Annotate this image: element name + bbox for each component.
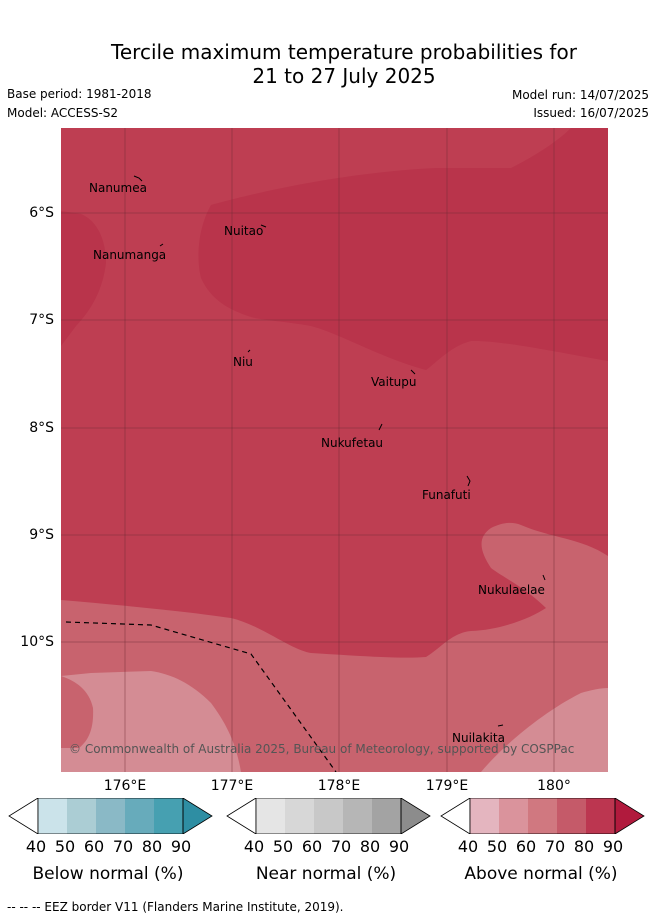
legend-tick: 40 <box>243 837 265 856</box>
legend-tick: 50 <box>54 837 76 856</box>
island-shapes <box>133 175 546 727</box>
map-title: Tercile maximum temperature probabilitie… <box>0 40 655 88</box>
base-period: Base period: 1981-2018 <box>7 87 152 101</box>
lon-label-180: 180° <box>537 778 571 794</box>
legend-tick: 50 <box>272 837 294 856</box>
lon-label-178e: 178°E <box>317 778 361 794</box>
island-shape-funafuti <box>466 475 471 487</box>
lat-label-6s: 6°S <box>29 205 54 221</box>
island-label-nanumea: Nanumea <box>89 181 147 195</box>
island-label-nuilakita: Nuilakita <box>452 731 505 745</box>
legend-tick: 80 <box>359 837 381 856</box>
legend-below-normal <box>8 798 213 834</box>
copyright-notice: © Commonwealth of Australia 2025, Bureau… <box>69 742 575 756</box>
legend-tick: 90 <box>602 837 624 856</box>
legend-tick: 40 <box>457 837 479 856</box>
island-shape-niu <box>247 349 251 353</box>
probability-map <box>61 128 608 772</box>
legend-tick: 70 <box>112 837 134 856</box>
island-label-vaitupu: Vaitupu <box>371 375 417 389</box>
eez-footnote: -- -- -- EEZ border V11 (Flanders Marine… <box>7 900 344 914</box>
region-90-left <box>61 211 106 346</box>
island-shape-nuitao <box>260 224 267 228</box>
legend-tick: 80 <box>141 837 163 856</box>
lat-label-7s: 7°S <box>29 312 54 328</box>
island-label-niu: Niu <box>233 355 253 369</box>
legend-below-title: Below normal (%) <box>32 864 184 884</box>
island-shape-nanumanga <box>159 243 164 247</box>
island-shape-nukulaelae <box>542 574 546 581</box>
legend-tick: 70 <box>330 837 352 856</box>
issued-date: Issued: 16/07/2025 <box>533 106 649 120</box>
legend-tick: 60 <box>83 837 105 856</box>
lon-label-179e: 179°E <box>425 778 469 794</box>
island-label-funafuti: Funafuti <box>422 488 471 502</box>
island-label-nanumanga: Nanumanga <box>93 248 167 262</box>
lat-label-8s: 8°S <box>29 420 54 436</box>
lon-label-176e: 176°E <box>103 778 147 794</box>
region-70-blob <box>61 676 94 748</box>
region-60-bottom <box>61 671 241 772</box>
legend-tick: 90 <box>170 837 192 856</box>
graticule <box>61 128 608 772</box>
island-shape-nuilakita <box>497 724 504 727</box>
lat-label-10s: 10°S <box>20 634 54 650</box>
model-name: Model: ACCESS-S2 <box>7 106 119 120</box>
island-shape-vaitupu <box>410 369 416 375</box>
island-label-nukulaelae: Nukulaelae <box>478 583 545 597</box>
lat-label-9s: 9°S <box>29 527 54 543</box>
legend-tick: 60 <box>301 837 323 856</box>
legend-above-normal <box>440 798 645 834</box>
legend-above-title: Above normal (%) <box>464 864 618 884</box>
legend-tick: 80 <box>573 837 595 856</box>
island-shape-nanumea <box>133 175 143 182</box>
legend-tick: 90 <box>388 837 410 856</box>
legend-near-normal <box>226 798 431 834</box>
legend-tick: 50 <box>486 837 508 856</box>
island-label-nuitao: Nuitao <box>224 224 264 238</box>
island-shape-nukufetau <box>378 423 383 431</box>
title-line-2: 21 to 27 July 2025 <box>252 64 436 88</box>
lon-label-177e: 177°E <box>210 778 254 794</box>
region-90-band <box>198 128 608 370</box>
eez-border <box>65 621 337 772</box>
legend-near-title: Near normal (%) <box>255 864 397 884</box>
model-run: Model run: 14/07/2025 <box>511 88 649 102</box>
legend-tick: 40 <box>25 837 47 856</box>
legend-tick: 70 <box>544 837 566 856</box>
island-label-nukufetau: Nukufetau <box>321 436 384 450</box>
title-line-1: Tercile maximum temperature probabilitie… <box>111 40 577 64</box>
legend-tick: 60 <box>515 837 537 856</box>
region-60-right <box>481 688 608 772</box>
